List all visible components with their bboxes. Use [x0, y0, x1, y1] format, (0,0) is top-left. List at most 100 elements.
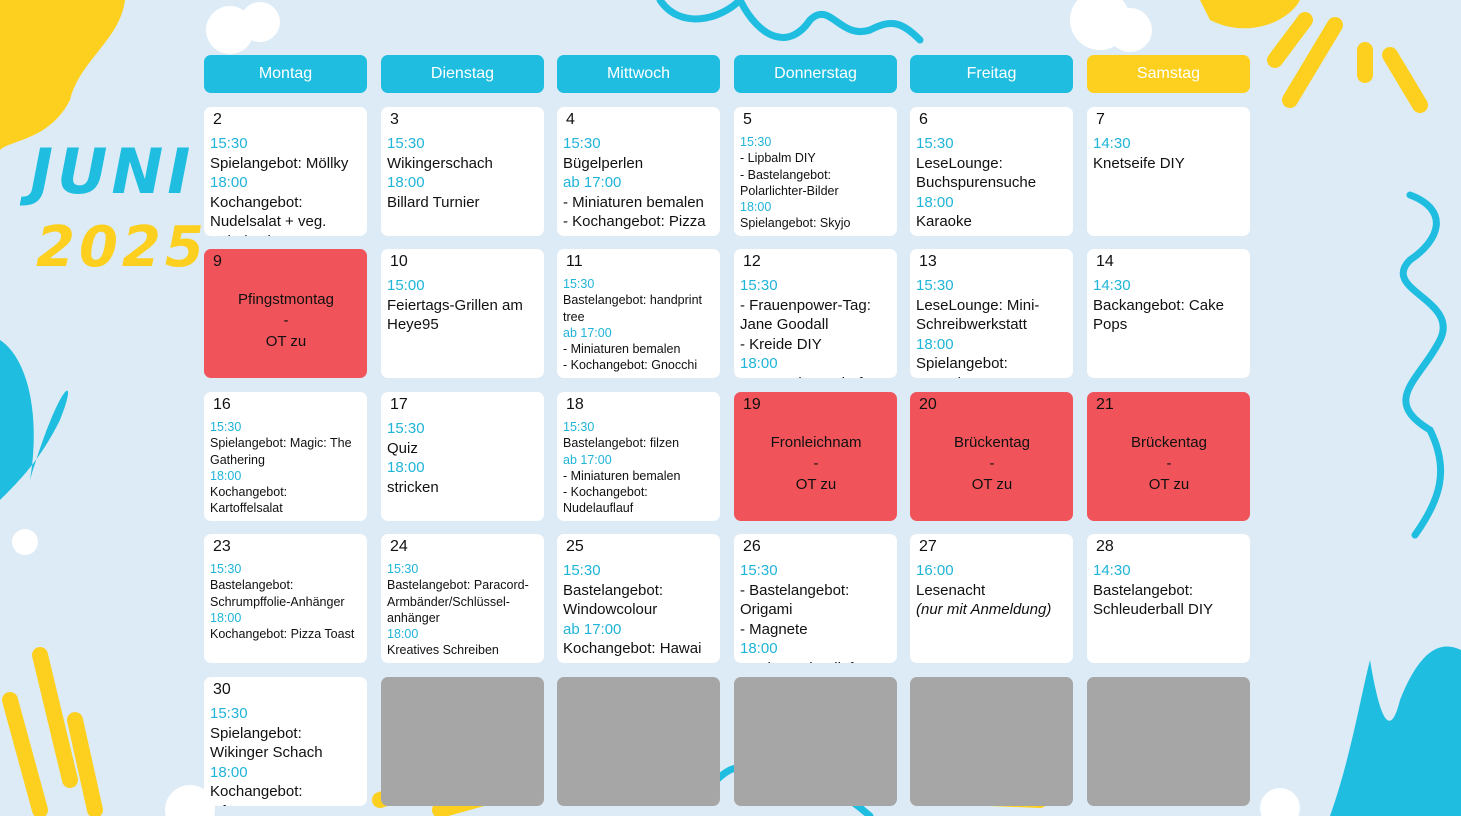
empty-cell: [557, 677, 720, 806]
day-number: 28: [1096, 538, 1114, 555]
day-number: 25: [566, 538, 584, 555]
event-line: 15:30: [387, 562, 419, 576]
event-line: 14:30: [1093, 135, 1131, 152]
day-number: 19: [743, 396, 761, 413]
day-cell: 20 Brückentag - OT zu: [910, 392, 1073, 521]
day-cell: 5 15:30 - Lipbalm DIY - Bastelangebot: Pola…: [734, 107, 897, 236]
event-line: 15:30: [210, 420, 242, 434]
event-line: - Kochangebot: Pizza: [563, 213, 706, 230]
event-line: Bastelangebot: Windowcolour: [563, 581, 664, 619]
event-line: 15:30: [563, 135, 601, 152]
event-line: LeseLounge: Buchspurensuche: [916, 154, 1037, 192]
day-cell: 16 15:30 Spielangebot: Magic: The Gatherin…: [204, 392, 367, 521]
event-line: (nur mit Anmeldung): [916, 601, 1052, 618]
event-line: 15:30: [387, 420, 425, 437]
weekday-header: Samstag: [1087, 55, 1250, 93]
event-line: ab 17:00: [563, 452, 612, 467]
event-line: 15:30: [210, 705, 248, 722]
day-number: 26: [743, 538, 761, 555]
day-number: 23: [213, 538, 231, 555]
event-line: 15:00: [387, 277, 425, 294]
event-line: Backangebot: Cake Pops: [1093, 296, 1224, 334]
event-line: - Kochangebot: Gnocchi: [563, 358, 698, 373]
event-line: 15:30: [740, 135, 772, 149]
event-line: Bastelangebot: filzen: [563, 436, 680, 451]
day-number: 21: [1096, 396, 1114, 413]
closed-note: OT zu: [971, 476, 1013, 493]
event-line: Bastelangebot: Schleuderball DIY: [1093, 581, 1214, 619]
day-number: 30: [213, 681, 231, 698]
day-number: 10: [390, 253, 408, 270]
event-line: 16:00: [916, 562, 954, 579]
event-line: Spielangebot: Skyjo: [740, 216, 851, 231]
day-number: 12: [743, 253, 761, 270]
event-line: Kreatives Schreiben: [387, 643, 499, 658]
event-line: 15:30: [210, 135, 248, 152]
event-line: 14:30: [1093, 277, 1131, 294]
event-line: Kochangebot: Pizza Toast: [210, 627, 355, 641]
empty-cell: [1087, 677, 1250, 806]
day-cell: 30 15:30 Spielangebot: Wikinger Schach 18:0…: [204, 677, 367, 806]
closed-note: Brückentag: [954, 434, 1030, 451]
day-number: 16: [213, 396, 231, 413]
day-number: 11: [566, 253, 583, 270]
closed-note: Pfingstmontag: [238, 291, 334, 308]
event-line: - Kreide DIY: [740, 335, 822, 353]
day-cell: 21 Brückentag - OT zu: [1087, 392, 1250, 521]
event-line: 15:30: [563, 562, 601, 579]
event-line: Bastelangebot: handprint tree: [563, 293, 702, 324]
year-title: 2025: [36, 215, 208, 280]
day-number: 20: [919, 396, 937, 413]
event-line: Feiertags-Grillen am Heye95: [387, 296, 523, 334]
event-line: Spielangebot: Mausritter: [916, 355, 1008, 378]
event-line: Kochangebot: Nudelsalat + veg. Schnitzel: [210, 193, 327, 237]
event-line: - Bastelangebot: Origami: [740, 581, 850, 619]
day-cell: 17 15:30 Quiz 18:00 stricken: [381, 392, 544, 521]
event-line: 18:00: [210, 174, 248, 191]
closed-note: OT zu: [1148, 476, 1190, 493]
event-line: stricken: [387, 478, 439, 496]
day-cell: 3 15:30 Wikingerschach 18:00 Billard Turnier: [381, 107, 544, 236]
event-line: 18:00: [210, 763, 248, 781]
month-title: JUNI: [30, 135, 195, 208]
event-line: ab 17:00: [563, 325, 612, 340]
event-line: Kochangebot: Kartoffelsalat: [210, 485, 288, 516]
event-line: 18:00: [916, 335, 954, 353]
event-line: Billard Turnier: [387, 193, 480, 211]
event-line: Karaoke: [916, 213, 972, 230]
event-line: Knetseife DIY: [1093, 154, 1185, 172]
event-line: 18:00: [387, 174, 425, 191]
day-number: 18: [566, 396, 584, 413]
event-line: Kochangebot: Hawai Toast: [563, 640, 702, 663]
day-cell: 6 15:30 LeseLounge: Buchspurensuche 18:00 Ka…: [910, 107, 1073, 236]
event-line: - Miniaturen bemalen: [563, 342, 681, 356]
event-line: - Frauenpower-Tag: Jane Goodall: [740, 296, 871, 334]
event-line: Spielangebot: Magic: The Gathering: [210, 436, 352, 467]
day-number: 13: [919, 253, 937, 270]
closed-note: -: [283, 312, 289, 329]
event-line: 15:30: [563, 277, 595, 291]
day-cell: 26 15:30 - Bastelangebot: Origami - Magnete…: [734, 534, 897, 663]
event-line: Lesenacht: [916, 581, 986, 599]
event-line: 18:00: [916, 193, 954, 211]
event-line: Bastelangebot: Schrumpffolie-Anhänger: [210, 578, 345, 609]
event-line: 18:00: [740, 200, 772, 214]
day-number: 24: [390, 538, 408, 555]
day-number: 4: [566, 111, 575, 128]
event-line: - Miniaturen bemalen: [563, 468, 681, 483]
day-cell: 14 14:30 Backangebot: Cake Pops: [1087, 249, 1250, 378]
day-cell: 12 15:30 - Frauenpower-Tag: Jane Goodall - …: [734, 249, 897, 378]
day-cell: 10 15:00 Feiertags-Grillen am Heye95: [381, 249, 544, 378]
event-line: 15:30: [916, 135, 954, 152]
event-line: 18:00: [210, 468, 242, 483]
weekday-header: Freitag: [910, 55, 1073, 93]
weekday-header: Mittwoch: [557, 55, 720, 93]
event-line: - Miniaturen bemalen: [563, 193, 704, 211]
event-line: 14:30: [1093, 562, 1131, 579]
event-line: UNO Meisterschaft: [740, 374, 892, 379]
event-line: 18:00: [387, 627, 419, 641]
day-number: 7: [1096, 111, 1105, 128]
closed-note: -: [1166, 455, 1172, 472]
event-line: 15:30: [916, 277, 954, 294]
